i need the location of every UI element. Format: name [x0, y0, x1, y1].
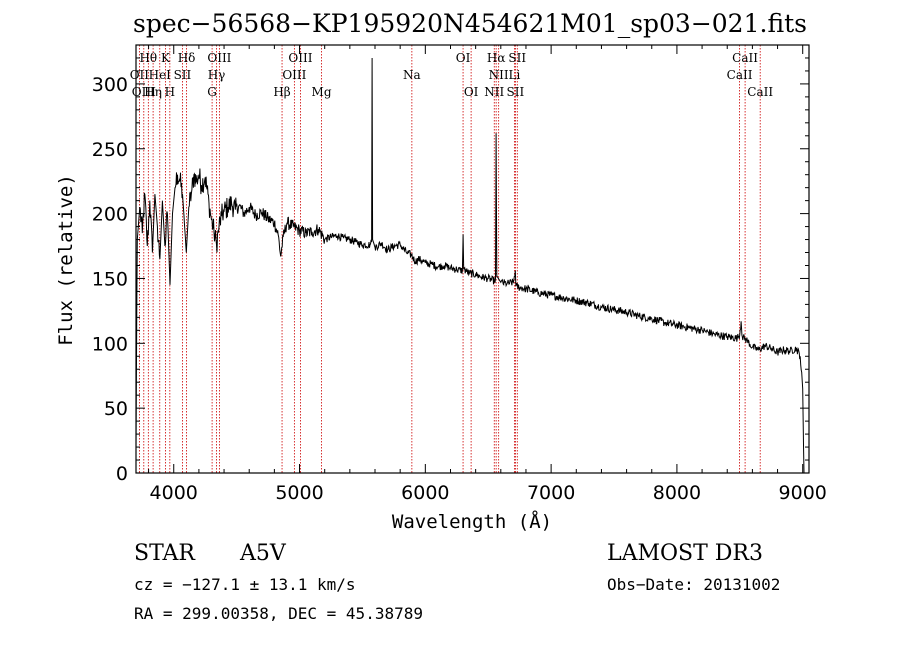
y-tick-label: 250 — [92, 139, 128, 161]
emission-line-label: G — [207, 85, 217, 99]
emission-line-label: CaII — [727, 68, 753, 82]
emission-line-label: K — [161, 51, 171, 65]
x-axis-label: Wavelength (Å) — [392, 510, 552, 533]
survey-name: LAMOST DR3 — [607, 541, 763, 566]
emission-line-label: CaII — [732, 51, 758, 65]
object-subclass: A5V — [239, 541, 287, 566]
y-tick-label: 100 — [92, 333, 128, 355]
emission-line-label: Na — [403, 68, 421, 82]
y-tick-label: 300 — [92, 74, 128, 96]
emission-line-label: NII — [484, 85, 504, 99]
emission-line-label: Hγ — [208, 68, 226, 82]
x-tick-label: 6000 — [401, 482, 449, 504]
x-tick-label: 7000 — [527, 482, 575, 504]
obs-date-text: Obs−Date: 20131002 — [607, 575, 780, 594]
emission-line-label: Hβ — [273, 85, 290, 99]
axis-ticks: 4000 5000 6000 7000 8000 9000 0 50 100 150 200 250 3… — [92, 45, 827, 504]
x-tick-label: 9000 — [779, 482, 827, 504]
emission-line-label: Hθ — [139, 51, 157, 65]
chart-title: spec−56568−KP195920N454621M01_sp03−021.f… — [133, 9, 807, 38]
x-tick-label: 5000 — [275, 482, 323, 504]
emission-line-label: Hη — [144, 85, 162, 99]
emission-line-label: H — [165, 85, 175, 99]
emission-line-label: Hα — [487, 51, 506, 65]
emission-line-label: SII — [507, 85, 525, 99]
emission-line-label: HeI — [149, 68, 172, 82]
coordinates-text: RA = 299.00358, DEC = 45.38789 — [134, 604, 423, 623]
spectrum-series-line — [135, 57, 805, 474]
emission-line-label: OIII — [132, 85, 156, 99]
x-tick-label: 8000 — [653, 482, 701, 504]
emission-line-label: OIII — [288, 51, 312, 65]
emission-line-label: SII — [174, 68, 192, 82]
emission-line-label: OI — [456, 51, 471, 65]
y-tick-label: 50 — [104, 398, 128, 420]
redshift-text: cz = −127.1 ± 13.1 km/s — [134, 575, 356, 594]
emission-line-label: Li — [508, 68, 520, 82]
y-tick-label: 150 — [92, 268, 128, 290]
x-tick-label: 4000 — [150, 482, 198, 504]
emission-line-label: Hδ — [178, 51, 196, 65]
emission-line-label: OIII — [282, 68, 306, 82]
emission-line-markers — [138, 45, 761, 473]
emission-line-label: OIII — [207, 51, 231, 65]
y-tick-label: 0 — [116, 463, 128, 485]
plot-frame — [135, 44, 810, 474]
y-tick-label: 200 — [92, 204, 128, 226]
emission-line-label: OII — [130, 68, 150, 82]
y-axis-label: Flux (relative) — [55, 174, 77, 346]
emission-line-label: NII — [489, 68, 509, 82]
emission-line-label: OI — [464, 85, 479, 99]
object-class: STAR — [134, 541, 196, 566]
emission-line-label: Mg — [312, 85, 332, 99]
emission-line-label: SII — [508, 51, 526, 65]
emission-line-label: CaII — [747, 85, 773, 99]
